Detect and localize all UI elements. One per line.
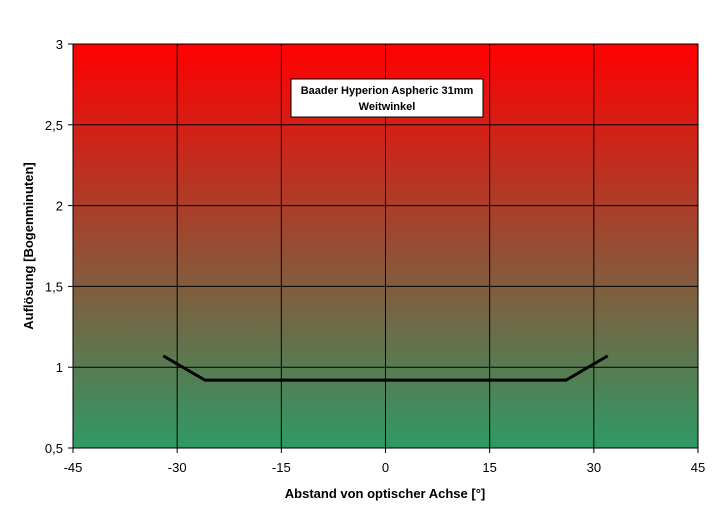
y-axis-label: Auflösung [Bogenminuten] <box>21 162 36 330</box>
x-tick-label: -15 <box>272 460 291 475</box>
y-tick-label: 0,5 <box>45 441 63 456</box>
y-tick-label: 1 <box>56 360 63 375</box>
y-axis-ticks: 0,5 1 1,5 2 2,5 3 <box>45 37 73 456</box>
plot-title-box <box>290 78 484 118</box>
x-tick-label: 0 <box>382 460 389 475</box>
series-layer <box>162 354 609 382</box>
y-tick-label: 2 <box>56 199 63 214</box>
x-tick-label: 45 <box>691 460 705 475</box>
x-tick-label: 15 <box>482 460 496 475</box>
x-tick-label: -45 <box>64 460 83 475</box>
x-axis-label: Abstand von optischer Achse [°] <box>285 486 485 501</box>
x-tick-label: -30 <box>168 460 187 475</box>
plot-title-line-2: Weitwinkel <box>359 101 416 113</box>
y-tick-label: 3 <box>56 37 63 52</box>
series-line <box>162 354 609 382</box>
y-tick-label: 1,5 <box>45 279 63 294</box>
x-axis-ticks: -45 -30 -15 0 15 30 45 <box>64 448 705 475</box>
plot-title-line-1: Baader Hyperion Aspheric 31mm <box>301 85 474 97</box>
grid-lines <box>73 44 698 448</box>
y-tick-label: 2,5 <box>45 118 63 133</box>
x-tick-label: 30 <box>587 460 601 475</box>
